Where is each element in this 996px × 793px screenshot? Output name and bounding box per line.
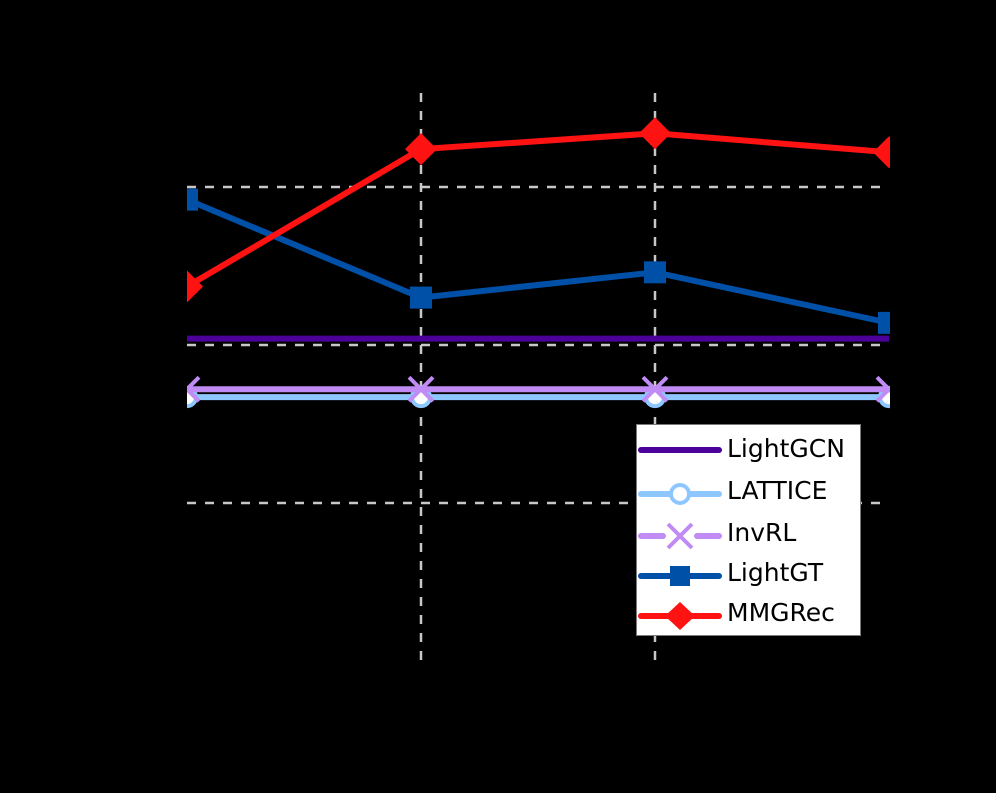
legend-label: MMGRec [727, 598, 835, 627]
legend-item-lightgt: LightGT [637, 553, 860, 593]
legend-item-lattice: LATTICE [637, 471, 860, 511]
x-marker-icon [638, 522, 722, 550]
line-icon [638, 447, 722, 453]
legend-label: InvRL [727, 518, 797, 547]
legend-item-mmgrec: MMGRec [637, 593, 860, 633]
square-marker-icon [638, 566, 722, 586]
legend-label: LATTICE [727, 476, 828, 505]
circle-marker-icon [638, 483, 722, 505]
legend: LightGCN LATTICE InvRL LightGT MMGRec [636, 424, 861, 636]
legend-item-invrl: InvRL [637, 513, 860, 553]
diamond-marker-icon [638, 602, 722, 630]
legend-label: LightGCN [727, 434, 845, 463]
legend-item-lightgcn: LightGCN [637, 429, 860, 469]
legend-label: LightGT [727, 558, 824, 587]
series-lines [187, 117, 890, 409]
